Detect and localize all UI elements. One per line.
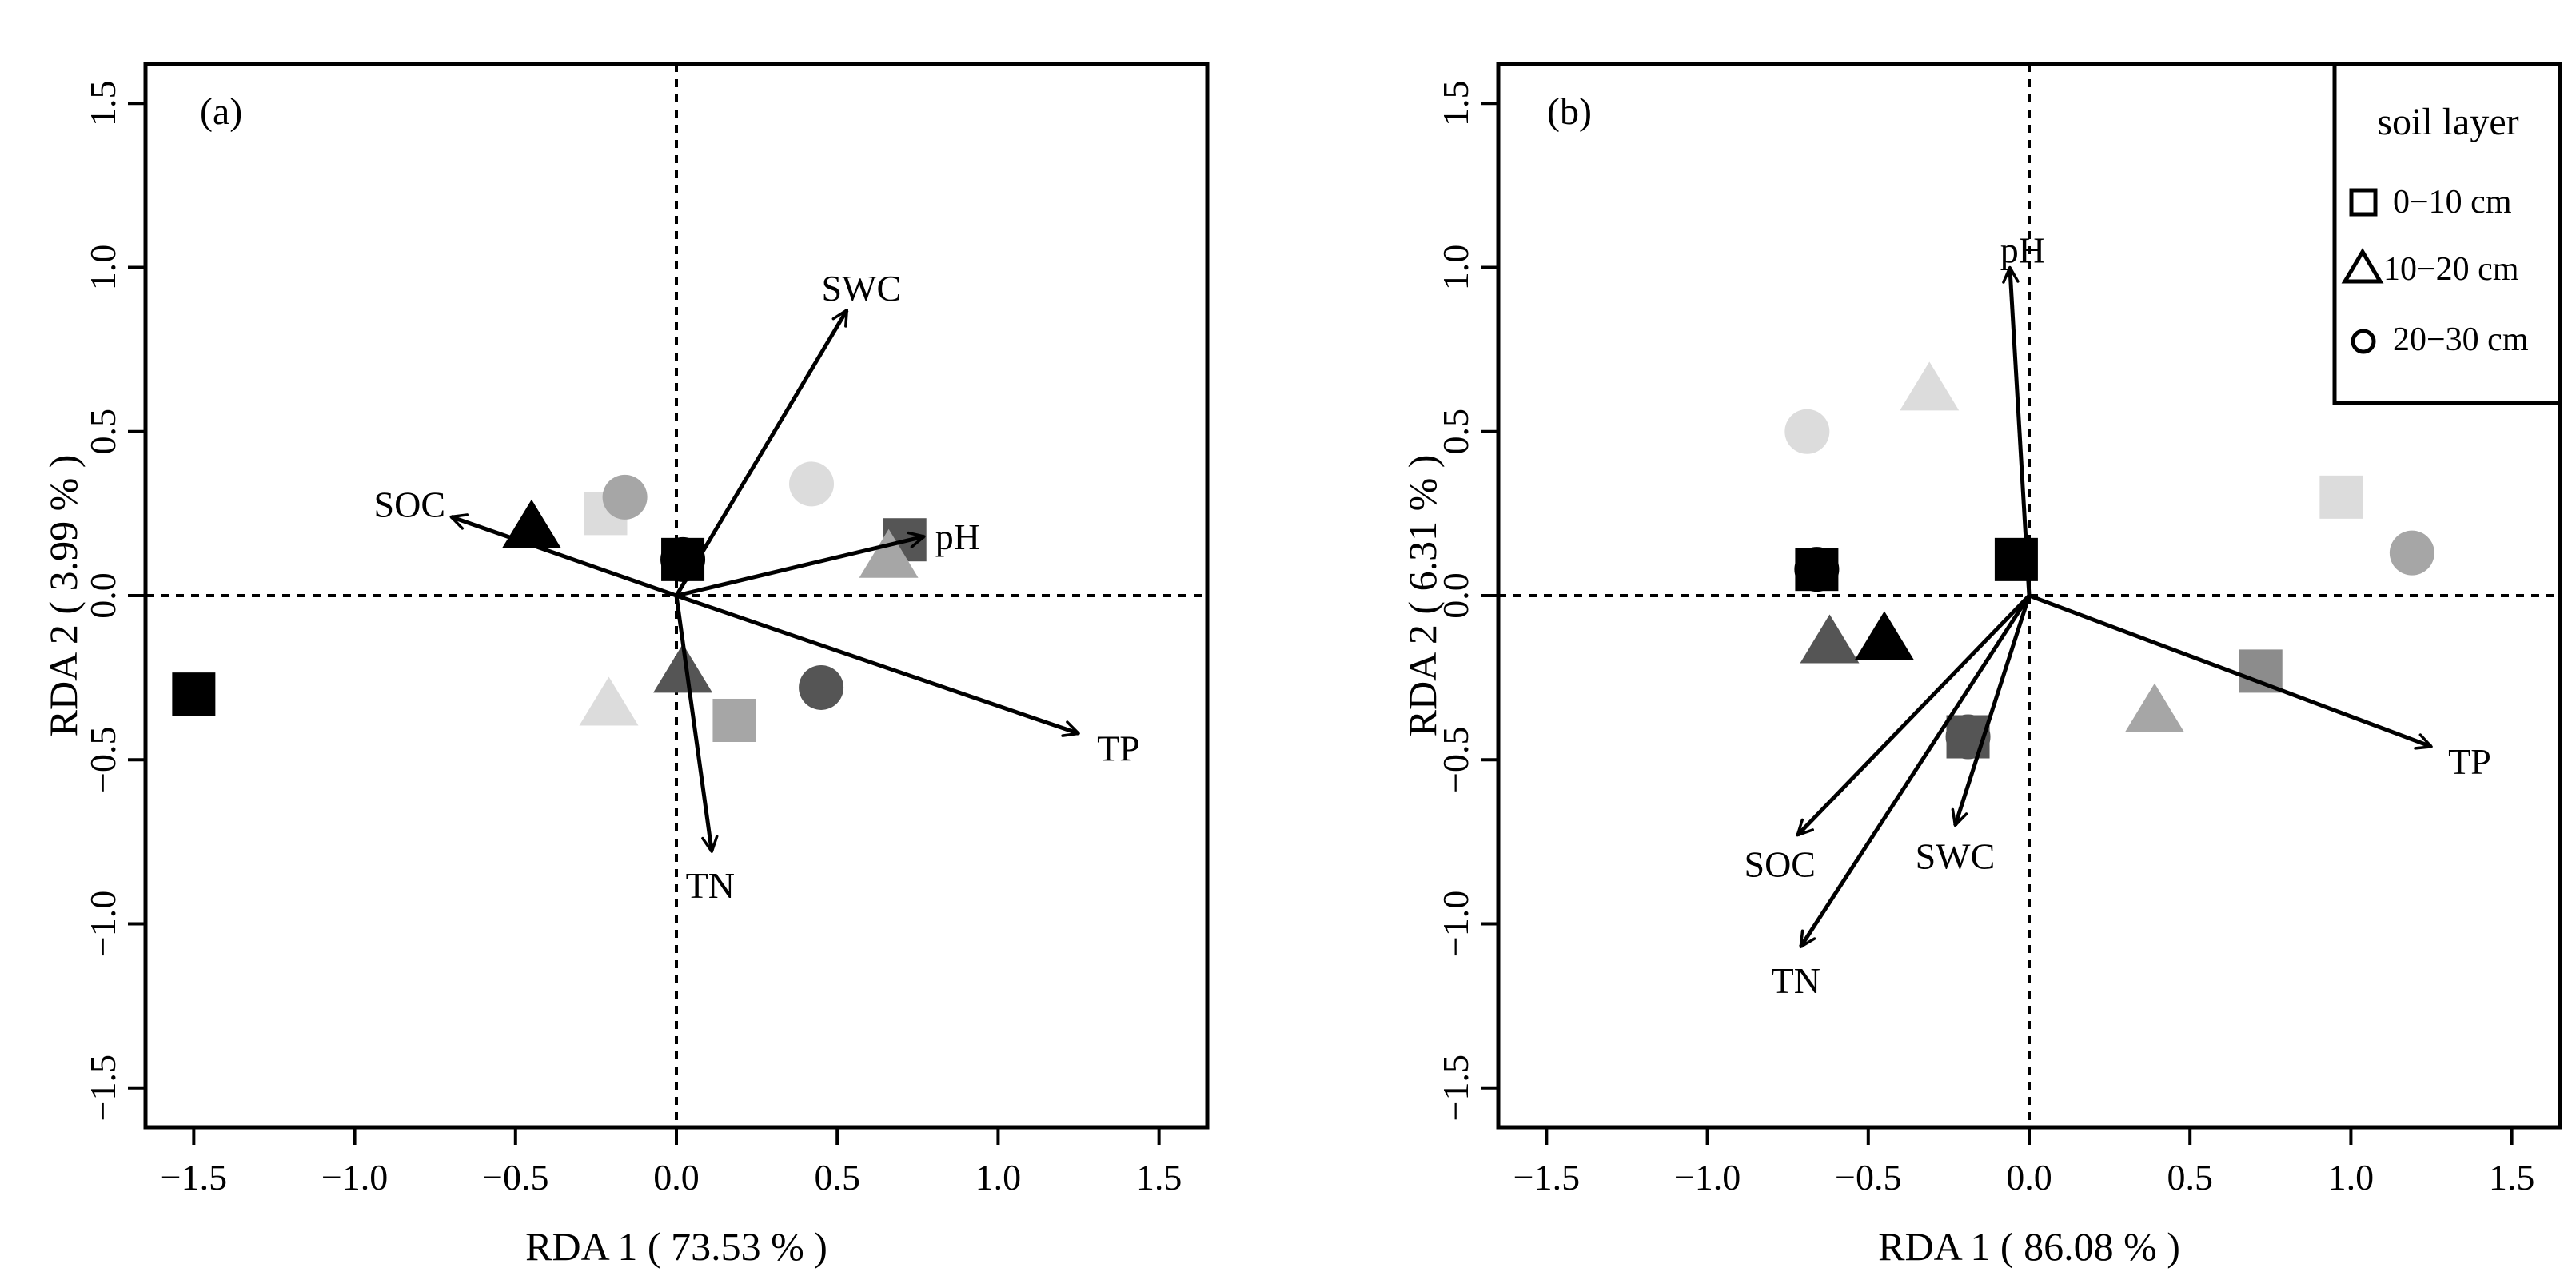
panel-b-x-tick-label: −1.0 (1674, 1157, 1741, 1198)
panel-b-y-tick-label: 1.5 (1435, 81, 1476, 127)
panel-a-arrow-soc (449, 513, 677, 598)
panel-b-triangle-point (2124, 683, 2184, 732)
panel-b-y-tick-label: −1.0 (1435, 891, 1476, 957)
panel-b-x-tick-label: 0.0 (2006, 1157, 2052, 1198)
panel-b-circle-point (1784, 409, 1830, 454)
panel-b-plot-frame (1496, 62, 2562, 1130)
panel-a-circle-point (602, 474, 648, 520)
panel-b-y-tick-label: 0.0 (1435, 572, 1476, 619)
panel-b-x-tick-label: −0.5 (1835, 1157, 1901, 1198)
panel-a-x-tick-label: 0.0 (653, 1157, 700, 1198)
panel-b-arrow-swc (1951, 595, 2032, 827)
panel-b-x-tick-label: 0.5 (2167, 1157, 2213, 1198)
legend: soil layer 0−10 cm 10−20 cm 20−30 cm (2332, 62, 2562, 405)
panel-a-y-tick-label: −1.5 (82, 1055, 123, 1121)
legend-circle-icon (2351, 329, 2376, 354)
panel-b-x-tick-label: −1.5 (1513, 1157, 1580, 1198)
panel-a-y-tick-label: 0.5 (82, 409, 123, 455)
panel-a-x-tick-label: 0.5 (814, 1157, 860, 1198)
legend-item-10-20-label: 10−20 cm (2383, 251, 2519, 288)
legend-square-icon (2349, 188, 2378, 217)
panel-a-x-tick-label: −1.5 (161, 1157, 227, 1198)
panel-a-arrow-label-swc: SWC (821, 268, 901, 309)
panel-b-square-point (2239, 649, 2283, 693)
panel-a-y-tick-label: −1.0 (82, 891, 123, 957)
panel-b-marks: −1.5 −1.0 −0.5 0.0 0.5 1.0 1.5 −1.5 −1.0 −0.5 0.0 0… (1435, 64, 2560, 1198)
panel-b-arrow-label-tp: TP (2448, 741, 2491, 782)
panel-a-y-tick-label: 0.0 (82, 572, 123, 619)
panel-b-y-tick-label: −0.5 (1435, 727, 1476, 793)
panel-a-circle-point (660, 536, 706, 582)
panel-a-y-tick-label: 1.5 (82, 81, 123, 127)
panel-b-square-point (1994, 537, 2038, 581)
panel-b-arrow-ph (2002, 265, 2032, 596)
panel-b-square-point (2319, 475, 2363, 519)
panel-b-arrow-soc (1796, 594, 2031, 837)
panel-a-circle-point (789, 461, 835, 507)
panel-a-y-axis-title: RDA 2 ( 3.99 % ) (41, 455, 86, 737)
panel-a-square-point (172, 672, 216, 716)
legend-item-0-10-label: 0−10 cm (2393, 184, 2512, 221)
legend-triangle-icon (2341, 248, 2384, 284)
panel-a-arrow-tp (676, 593, 1080, 737)
panel-b-y-tick-label: −1.5 (1435, 1055, 1476, 1121)
legend-item-20-30-label: 20−30 cm (2393, 321, 2529, 358)
panel-a-triangle-point (501, 499, 561, 548)
panel-a-arrow-swc (674, 309, 849, 597)
panel-a: −1.5 −1.0 −0.5 0.0 0.5 1.0 1.5 −1.5 −1.0 −0.5 0.0 0… (41, 62, 1210, 1269)
panel-a-x-axis-title: RDA 1 ( 73.53 % ) (525, 1224, 827, 1269)
panel-b-y-axis-title: RDA 2 ( 6.31 % ) (1400, 455, 1445, 737)
panel-b-arrow-label-ph: pH (2000, 230, 2045, 271)
panel-b-arrow-label-tn: TN (1772, 960, 1820, 1001)
panel-a-x-tick-label: −0.5 (482, 1157, 548, 1198)
panel-a-triangle-point (653, 644, 713, 693)
panel-b-arrow-label-soc: SOC (1745, 844, 1816, 885)
panel-a-arrow-label-tp: TP (1097, 728, 1140, 768)
panel-b: −1.5 −1.0 −0.5 0.0 0.5 1.0 1.5 −1.5 −1.0 −0.5 0.0 0… (1400, 62, 2562, 1269)
panel-a-arrow-label-soc: SOC (374, 484, 445, 524)
panel-b-x-tick-label: 1.0 (2328, 1157, 2375, 1198)
panel-b-arrow-label-swc: SWC (1916, 835, 1996, 876)
panel-a-square-point (712, 698, 756, 742)
panel-a-triangle-point (859, 528, 919, 578)
panel-a-arrow-label-ph: pH (935, 516, 980, 557)
panel-a-plot-frame (143, 62, 1210, 1130)
panel-b-label: (b) (1547, 90, 1592, 133)
panel-a-y-tick-label: 1.0 (82, 245, 123, 291)
panel-a-label: (a) (200, 90, 242, 133)
panel-a-x-tick-label: 1.5 (1136, 1157, 1182, 1198)
panel-b-y-tick-label: 1.0 (1435, 245, 1476, 291)
panel-a-x-tick-label: −1.0 (321, 1157, 388, 1198)
panel-b-arrow-tp (2028, 593, 2433, 750)
panel-a-arrow-tn (674, 595, 719, 853)
panel-b-x-tick-label: 1.5 (2489, 1157, 2535, 1198)
panel-b-y-tick-label: 0.5 (1435, 409, 1476, 455)
panel-b-triangle-point (1900, 361, 1960, 411)
panel-b-circle-point (2389, 530, 2434, 576)
panel-b-circle-point (1794, 547, 1840, 592)
panel-a-marks: −1.5 −1.0 −0.5 0.0 0.5 1.0 1.5 −1.5 −1.0 −0.5 0.0 0… (82, 64, 1207, 1198)
panel-a-triangle-point (579, 676, 639, 726)
panel-a-arrow-ph (676, 531, 926, 598)
panel-a-x-tick-label: 1.0 (975, 1157, 1022, 1198)
panel-b-x-axis-title: RDA 1 ( 86.08 % ) (1878, 1224, 2180, 1269)
panel-a-arrow-label-tn: TN (686, 865, 735, 906)
panel-b-triangle-point (1800, 614, 1860, 664)
panel-b-triangle-point (1854, 611, 1914, 660)
panel-a-circle-point (799, 664, 844, 710)
panel-a-y-tick-label: −0.5 (82, 727, 123, 793)
panel-b-arrow-tn (1799, 594, 2032, 948)
legend-title: soil layer (2377, 101, 2518, 143)
